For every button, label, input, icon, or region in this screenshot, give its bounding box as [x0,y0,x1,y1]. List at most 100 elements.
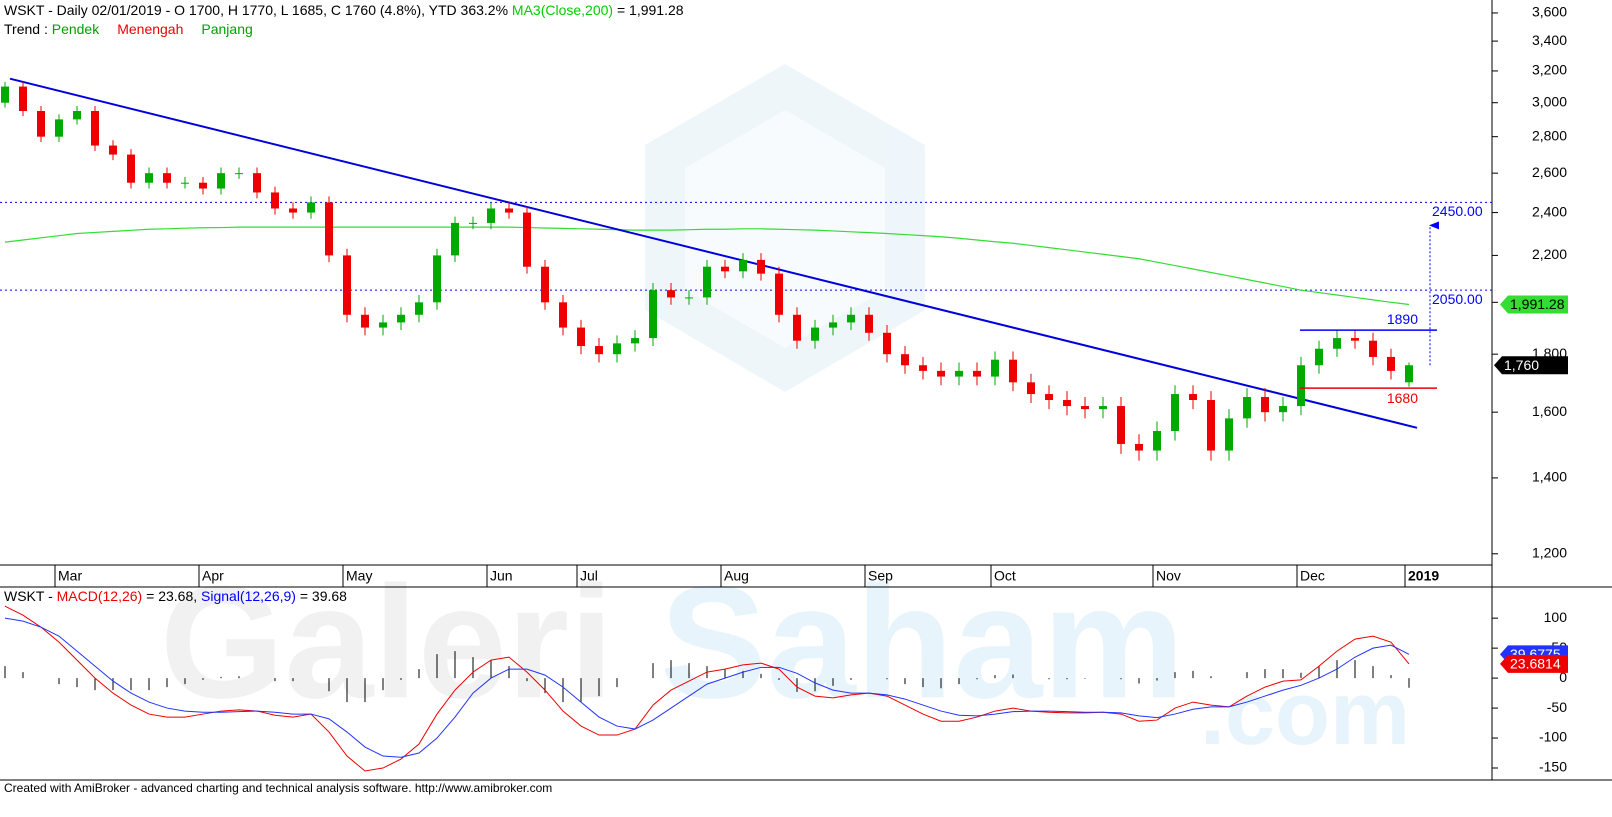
candle-body [829,322,837,328]
candle-body [649,290,657,339]
candle-body [487,208,495,223]
candle-body [1333,338,1341,349]
x-tick-label: May [346,568,372,584]
title-part: MA3(Close,200) [512,2,613,18]
candle-body [451,222,459,256]
watermark: Saham [660,552,1185,731]
candle-body [433,255,441,303]
x-tick-label: Jun [490,568,513,584]
x-tick-label: Sep [868,568,893,584]
candle-body [559,302,567,328]
level-label: 1680 [1387,390,1418,406]
y-tick-label: 2,800 [1532,127,1567,143]
candle-body [55,119,63,137]
candle-body [595,346,603,355]
moving-average [4,226,1410,306]
level-label: 1890 [1387,311,1418,327]
candle-body [1135,443,1143,451]
candle-body [1009,359,1017,383]
panel-title: WSKT - Daily 02/01/2019 - O 1700, H 1770… [4,2,684,18]
candle-body [1207,400,1215,451]
trendline [9,77,1418,429]
candle-body [793,314,801,341]
candle-body [739,259,747,272]
candle-body [1153,430,1161,451]
candle-body [1189,394,1197,401]
y-tick-label: 3,000 [1532,93,1567,109]
x-tick-label: Dec [1300,568,1325,584]
trend-item: Trend : [4,21,52,37]
panel-title: WSKT - MACD(12,26) = 23.68, Signal(12,26… [4,588,347,604]
y-tick-label: 2,200 [1532,246,1567,262]
candle-body [811,327,819,341]
y-tick-label: 2,400 [1532,203,1567,219]
candle-body [1297,365,1305,407]
footer: Created with AmiBroker - advanced charti… [4,781,552,795]
candle-body [271,192,279,209]
y-tick-label: 1,600 [1532,403,1567,419]
candle-body [577,327,585,347]
indicator-line [4,617,1410,758]
candle-body [1099,406,1107,410]
candle-body [1369,340,1377,357]
title-part: Signal(12,26,9) [201,588,296,604]
candle-body [343,255,351,315]
candle-body [1261,397,1269,413]
candle-body [397,314,405,323]
candle-body [19,86,27,111]
candle-body [1171,394,1179,431]
title-part: WSKT - Daily 02/01/2019 - O 1700, H 1770… [4,2,512,18]
x-tick-label: Apr [202,568,224,584]
candle-body [1387,356,1395,371]
candle-body [1405,365,1413,383]
candle-body [91,110,99,146]
candle-body [1045,394,1053,401]
candle-body [307,202,315,213]
x-tick-label: Oct [994,568,1016,584]
title-part: MACD(12,26) [57,588,143,604]
candle-body [37,110,45,137]
trend-legend: Trend : Pendek Menengah Panjang [4,21,253,37]
candle-body [469,222,477,224]
candle-body [253,173,261,193]
candle-body [145,173,153,183]
indicator-badge [1500,654,1568,673]
candle-body [991,359,999,377]
x-tick-label: Aug [724,568,749,584]
indicator-badge-label: 23.6814 [1510,656,1561,672]
candle-body [217,173,225,189]
candle-body [127,154,135,183]
candle-body [703,266,711,298]
candle-body [1351,338,1359,341]
candle-body [1027,382,1035,395]
y-tick-label: 3,600 [1532,4,1567,20]
candle-body [73,110,81,120]
y-tick-label: 100 [1544,609,1568,625]
candle-body [523,212,531,267]
y-tick-label: 1,400 [1532,469,1567,485]
watermark: .com [1200,664,1410,764]
candle-body [631,338,639,344]
candle-body [361,314,369,328]
candle-body [235,173,243,175]
candle-body [199,182,207,189]
candle-body [757,259,765,274]
candle-body [1243,397,1251,419]
candle-body [937,370,945,377]
candle-body [325,202,333,256]
x-tick-label: Jul [580,568,598,584]
candle-body [613,343,621,355]
y-tick-label: -50 [1547,699,1567,715]
candle-body [865,314,873,333]
candle-body [721,266,729,272]
candle-body [505,208,513,213]
price-badge-label: 1,760 [1504,357,1539,373]
candle-body [685,297,693,299]
candle-body [1279,406,1287,413]
candle-body [1,86,9,103]
y-tick-label: -150 [1539,759,1567,775]
candle-body [181,182,189,184]
title-part: = 23.68, [142,588,201,604]
candle-body [1063,400,1071,407]
